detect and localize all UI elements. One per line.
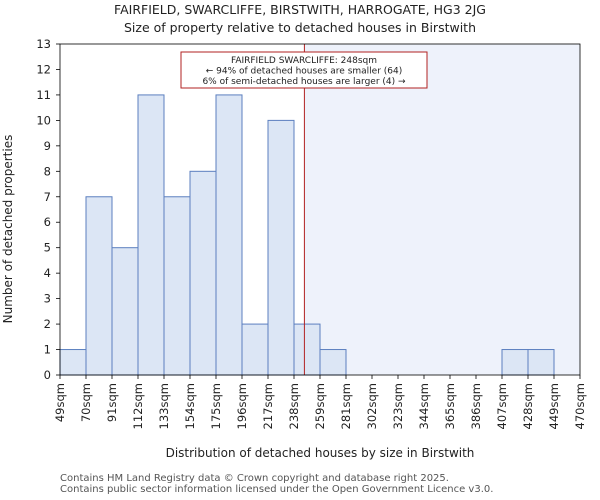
y-tick-label: 2 [44,317,51,331]
y-tick-label: 6 [44,215,51,229]
x-tick-label: 302sqm [365,383,379,429]
x-axis: 49sqm 70sqm 91sqm 112sqm 133sqm 154sqm 175sqm 1… [53,375,587,429]
x-tick-label: 344sqm [417,383,431,429]
bar-259sqm [319,349,347,376]
y-tick-label: 11 [36,88,51,102]
bar-91sqm [111,247,139,376]
y-tick-label: 7 [44,190,51,204]
x-tick-label: 449sqm [547,383,561,429]
x-tick-label: 70sqm [79,383,93,422]
annotation-line-3: 6% of semi-detached houses are larger (4… [202,77,406,87]
annotation-line-1: FAIRFIELD SWARCLIFFE: 248sqm [231,56,377,66]
x-tick-label: 259sqm [313,383,327,429]
x-tick-label: 407sqm [495,383,509,429]
y-tick-label: 8 [44,164,51,178]
footer-copyright: Contains HM Land Registry data © Crown c… [60,473,449,484]
x-tick-label: 175sqm [209,383,223,429]
x-axis-label: Distribution of detached houses by size … [166,446,475,460]
x-tick-label: 154sqm [183,383,197,429]
bar-154sqm [189,170,217,376]
bar-133sqm [163,196,191,376]
bar-112sqm [137,94,165,376]
y-tick-label: 1 [44,343,51,357]
y-tick-label: 3 [44,292,51,306]
annotation-line-2: ← 94% of detached houses are smaller (64… [206,67,403,77]
bar-407sqm [501,349,529,376]
x-tick-label: 281sqm [339,383,353,429]
bar-238sqm [293,323,321,376]
y-tick-label: 10 [36,113,51,127]
y-tick-label: 5 [44,241,51,255]
y-tick-label: 4 [44,266,51,280]
bars-group [59,94,555,376]
footer-licence: Contains public sector information licen… [60,484,494,495]
bar-217sqm [267,119,295,376]
x-tick-label: 217sqm [261,383,275,429]
y-tick-label: 9 [44,139,51,153]
x-tick-label: 133sqm [157,383,171,429]
y-tick-label: 0 [44,368,51,382]
x-tick-label: 428sqm [521,383,535,429]
bar-196sqm [241,323,269,376]
bar-428sqm [527,349,555,376]
chart-title: FAIRFIELD, SWARCLIFFE, BIRSTWITH, HARROG… [114,2,486,17]
bar-49sqm [59,349,87,376]
x-tick-label: 112sqm [131,383,145,429]
above-property-shade [304,44,580,375]
x-tick-label: 386sqm [469,383,483,429]
bar-70sqm [85,196,113,376]
x-tick-label: 49sqm [53,383,67,422]
x-tick-label: 238sqm [287,383,301,429]
x-tick-label: 365sqm [443,383,457,429]
bar-175sqm [215,94,243,376]
chart-subtitle: Size of property relative to detached ho… [124,20,476,35]
annotation-box [180,51,428,89]
x-tick-label: 470sqm [573,383,587,429]
x-tick-label: 196sqm [235,383,249,429]
y-axis-label: Number of detached properties [1,135,15,324]
x-tick-label: 91sqm [105,383,119,422]
y-tick-label: 12 [36,62,51,76]
x-tick-label: 323sqm [391,383,405,429]
y-tick-label: 13 [36,37,51,51]
